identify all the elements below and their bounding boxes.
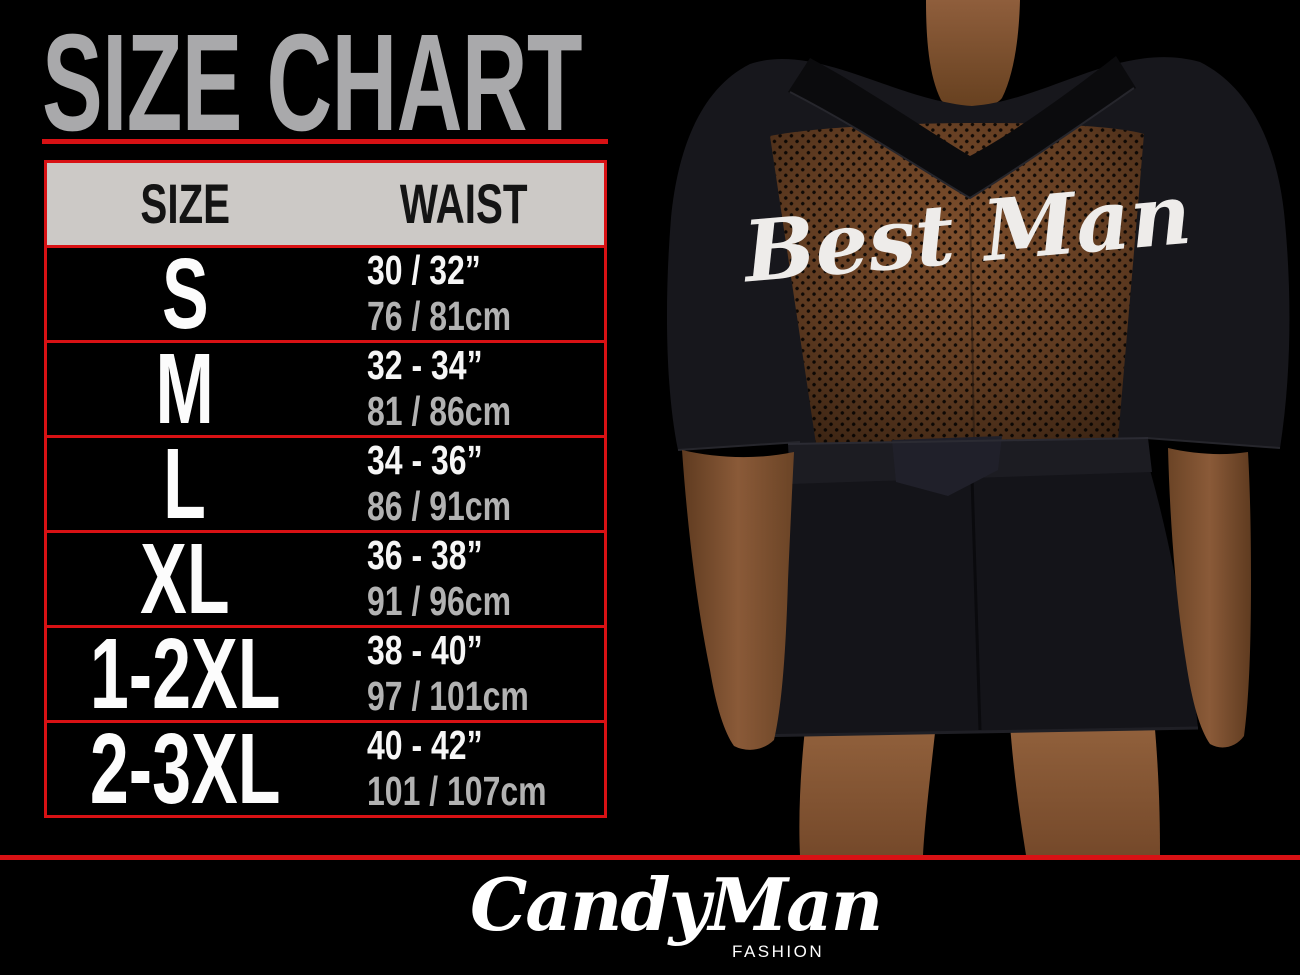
robe-skirt <box>750 470 1198 736</box>
sleeve-cuff-right <box>1145 437 1281 449</box>
waist-cm: 91 / 96cm <box>367 578 512 624</box>
table-header-row: SIZE WAIST <box>44 160 607 248</box>
table-row: L 34 - 36” 86 / 91cm <box>44 434 607 534</box>
collar-edge-highlight <box>789 87 1135 200</box>
header-cell-waist: WAIST <box>323 163 604 245</box>
header-waist-label: WAIST <box>399 172 528 235</box>
footer-rule <box>0 855 1300 860</box>
waist-cm: 86 / 91cm <box>367 483 512 529</box>
skirt-hem-highlight <box>749 726 1199 738</box>
table-row: S 30 / 32” 76 / 81cm <box>44 244 607 344</box>
size-value: L <box>163 428 207 540</box>
header-cell-size: SIZE <box>47 163 323 245</box>
table-row: M 32 - 34” 81 / 86cm <box>44 339 607 439</box>
waist-cell: 40 - 42” 101 / 107cm <box>323 722 604 815</box>
title-underline-rule <box>42 139 608 144</box>
brand-logo: CandyMan FASHION <box>470 862 890 972</box>
waist-inches: 30 / 32” <box>367 247 481 294</box>
size-cell: M <box>47 339 323 439</box>
brand-tagline: FASHION <box>732 942 825 961</box>
waist-cell: 34 - 36” 86 / 91cm <box>323 437 604 530</box>
waist-inches: 34 - 36” <box>367 437 483 484</box>
product-photo: Best Man <box>650 0 1300 855</box>
belt-edge-highlight <box>787 437 1149 445</box>
size-cell: 2-3XL <box>47 719 323 819</box>
waist-inches: 36 - 38” <box>367 532 483 579</box>
table-row: 2-3XL 40 - 42” 101 / 107cm <box>44 719 607 819</box>
brand-name: CandyMan <box>470 862 883 947</box>
model-neck <box>926 0 1020 110</box>
skirt-center-seam <box>970 477 982 731</box>
waist-cm: 76 / 81cm <box>367 293 512 339</box>
robe-belt-knot <box>892 436 1002 496</box>
robe-collar <box>788 56 1136 198</box>
size-cell: L <box>47 434 323 534</box>
model-leg-right <box>1010 718 1160 855</box>
mesh-dots-overlay <box>770 122 1144 444</box>
size-cell: XL <box>47 529 323 629</box>
model-arm-right <box>1168 448 1251 748</box>
size-cell: S <box>47 244 323 344</box>
waist-cell: 38 - 40” 97 / 101cm <box>323 627 604 720</box>
size-value: M <box>155 333 215 445</box>
header-size-label: SIZE <box>140 172 230 235</box>
model-illustration: Best Man <box>666 0 1290 855</box>
waist-cm: 81 / 86cm <box>367 388 512 434</box>
size-cell: 1-2XL <box>47 624 323 724</box>
waist-cm: 101 / 107cm <box>367 768 547 814</box>
size-value: XL <box>140 523 230 635</box>
size-value: 2-3XL <box>89 713 281 825</box>
size-chart-table: SIZE WAIST S 30 / 32” 76 / 81cm M 32 - 3… <box>44 160 607 819</box>
waist-cell: 32 - 34” 81 / 86cm <box>323 342 604 435</box>
page-title: SIZE CHART <box>42 6 583 160</box>
waist-inches: 40 - 42” <box>367 722 483 769</box>
table-row: XL 36 - 38” 91 / 96cm <box>44 529 607 629</box>
waist-cell: 30 / 32” 76 / 81cm <box>323 247 604 340</box>
model-leg-left <box>799 720 936 855</box>
table-row: 1-2XL 38 - 40” 97 / 101cm <box>44 624 607 724</box>
waist-inches: 38 - 40” <box>367 627 483 674</box>
waist-inches: 32 - 34” <box>367 342 483 389</box>
sleeve-cuff-left <box>677 441 801 451</box>
mesh-center-seam <box>969 204 975 441</box>
waist-cell: 36 - 38” 91 / 96cm <box>323 532 604 625</box>
size-value: 1-2XL <box>89 618 281 730</box>
waist-cm: 97 / 101cm <box>367 673 529 719</box>
model-arm-left <box>682 450 794 750</box>
size-value: S <box>161 238 209 350</box>
